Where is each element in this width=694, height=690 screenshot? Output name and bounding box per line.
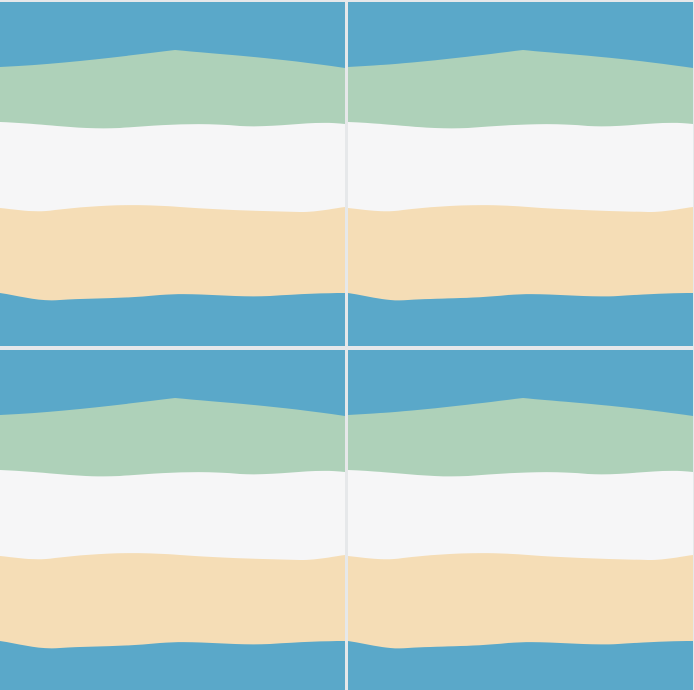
blue-band-bottom xyxy=(0,293,345,346)
blue-band-bottom xyxy=(0,641,345,690)
pattern-tile xyxy=(348,350,694,690)
pattern-tile xyxy=(0,350,345,690)
tile-artwork xyxy=(0,2,345,346)
tile-artwork xyxy=(348,2,693,346)
pattern-tile xyxy=(0,2,345,346)
tile-artwork xyxy=(348,350,693,690)
blue-band-bottom xyxy=(348,293,693,346)
blue-band-bottom xyxy=(348,641,693,690)
pattern-tile xyxy=(348,2,694,346)
tile-artwork xyxy=(0,350,345,690)
